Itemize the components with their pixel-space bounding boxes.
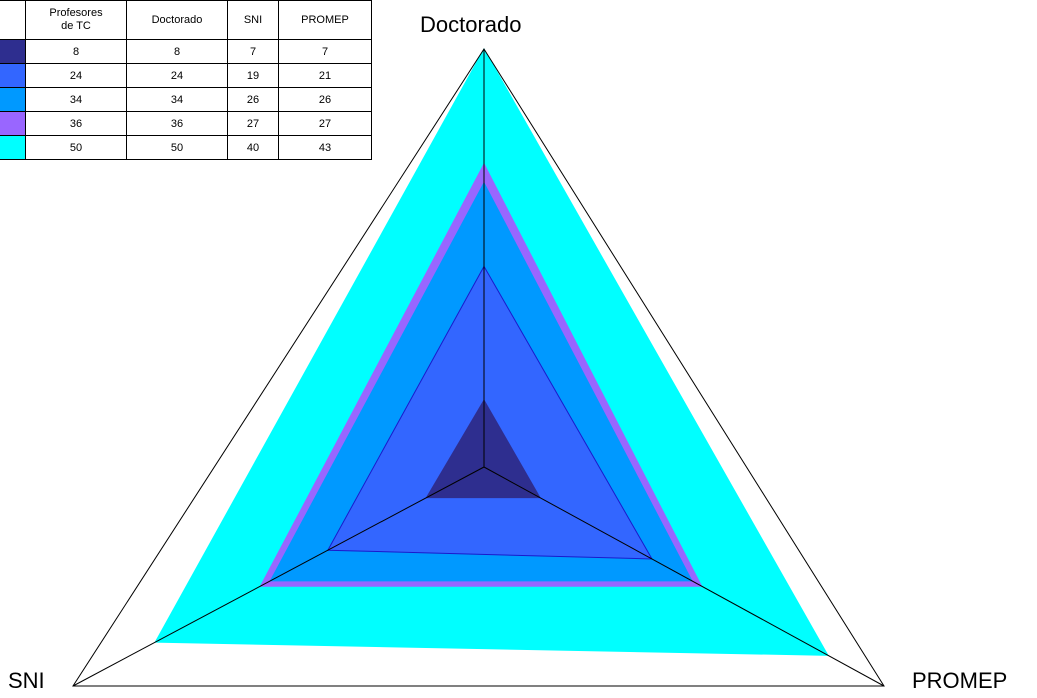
header-promep: PROMEP [278, 0, 372, 40]
legend-swatch [0, 39, 26, 64]
radar-frame [72, 48, 885, 687]
axis-label-sni: SNI [8, 668, 45, 693]
table-row: 34 34 26 26 [0, 87, 372, 112]
cell-profesores: 8 [25, 39, 127, 64]
cell-promep: 7 [278, 39, 372, 64]
table-row: 24 24 19 21 [0, 63, 372, 88]
cell-doctorado: 36 [126, 111, 228, 136]
table-row: 8 8 7 7 [0, 39, 372, 64]
spoke-promep [483, 466, 885, 687]
cell-promep: 26 [278, 87, 372, 112]
cell-doctorado: 8 [126, 39, 228, 64]
cell-profesores: 34 [25, 87, 127, 112]
cell-profesores: 50 [25, 135, 127, 160]
data-table: Profesores de TC Doctorado SNI PROMEP 8 … [0, 0, 372, 160]
cell-sni: 27 [227, 111, 279, 136]
legend-swatch [0, 87, 26, 112]
cell-doctorado: 50 [126, 135, 228, 160]
table-header-row: Profesores de TC Doctorado SNI PROMEP [0, 0, 372, 40]
legend-swatch [0, 63, 26, 88]
header-swatch-cell [0, 0, 26, 40]
cell-sni: 7 [227, 39, 279, 64]
header-sni: SNI [227, 0, 279, 40]
series-polygon-0 [425, 399, 541, 499]
cell-profesores: 24 [25, 63, 127, 88]
header-profesores: Profesores de TC [25, 0, 127, 40]
legend-swatch [0, 111, 26, 136]
table-row: 36 36 27 27 [0, 111, 372, 136]
cell-promep: 43 [278, 135, 372, 160]
cell-promep: 21 [278, 63, 372, 88]
table-row: 50 50 40 43 [0, 135, 372, 160]
spoke-sni [72, 466, 485, 687]
cell-doctorado: 24 [126, 63, 228, 88]
axis-label-promep: PROMEP [912, 668, 1008, 693]
cell-sni: 40 [227, 135, 279, 160]
cell-promep: 27 [278, 111, 372, 136]
legend-swatch [0, 135, 26, 160]
series-layer [154, 47, 829, 656]
axis-label-doctorado: Doctorado [420, 12, 522, 37]
cell-sni: 19 [227, 63, 279, 88]
radar-spokes [72, 49, 885, 687]
cell-sni: 26 [227, 87, 279, 112]
header-doctorado: Doctorado [126, 0, 228, 40]
cell-profesores: 36 [25, 111, 127, 136]
cell-doctorado: 34 [126, 87, 228, 112]
